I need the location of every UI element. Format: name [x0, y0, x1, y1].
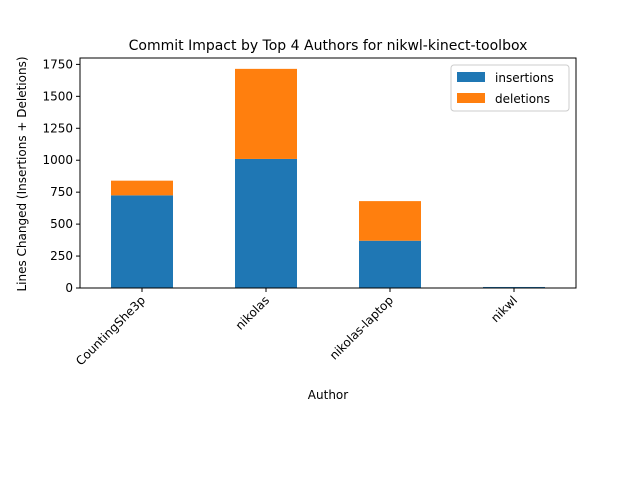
legend-label-deletions: deletions	[495, 92, 550, 106]
y-tick-label: 1000	[42, 153, 73, 167]
bar-deletions-nikolas	[235, 68, 297, 159]
x-ticks-group: CountingShe3p nikolas nikolas-laptop nikwl	[73, 288, 520, 368]
chart-title: Commit Impact by Top 4 Authors for nikwl…	[129, 38, 528, 54]
bar-insertions-CountingShe3p	[111, 195, 173, 288]
y-tick-label: 250	[50, 249, 73, 263]
bar-insertions-nikolas-laptop	[359, 240, 421, 288]
bar-insertions-nikolas	[235, 158, 297, 288]
y-tick-label: 500	[50, 217, 73, 231]
legend: insertions deletions	[450, 64, 570, 112]
legend-swatch-insertions	[457, 72, 485, 82]
y-tick-label: 1750	[42, 57, 73, 71]
bars-group	[111, 68, 545, 288]
plot-frame	[79, 57, 577, 289]
legend-label-insertions: insertions	[495, 71, 554, 85]
x-tick-label-nikolas: nikolas	[233, 293, 272, 332]
x-axis-label: Author	[308, 388, 348, 402]
y-tick-label: 1250	[42, 121, 73, 135]
x-tick-label-nikolas-laptop: nikolas-laptop	[327, 293, 396, 362]
x-tick-label-nikwl: nikwl	[488, 293, 520, 325]
bar-insertions-nikwl	[483, 286, 545, 288]
y-tick-label: 1500	[42, 89, 73, 103]
y-ticks-group: 0 250 500 750 1000 1250 1500 1750	[42, 57, 80, 295]
x-tick-label-CountingShe3p: CountingShe3p	[73, 293, 148, 368]
bar-deletions-CountingShe3p	[111, 180, 173, 196]
legend-swatch-deletions	[457, 93, 485, 103]
y-axis-label: Lines Changed (Insertions + Deletions)	[15, 56, 29, 291]
y-tick-label: 0	[65, 281, 73, 295]
y-tick-label: 750	[50, 185, 73, 199]
bar-deletions-nikolas-laptop	[359, 201, 421, 241]
